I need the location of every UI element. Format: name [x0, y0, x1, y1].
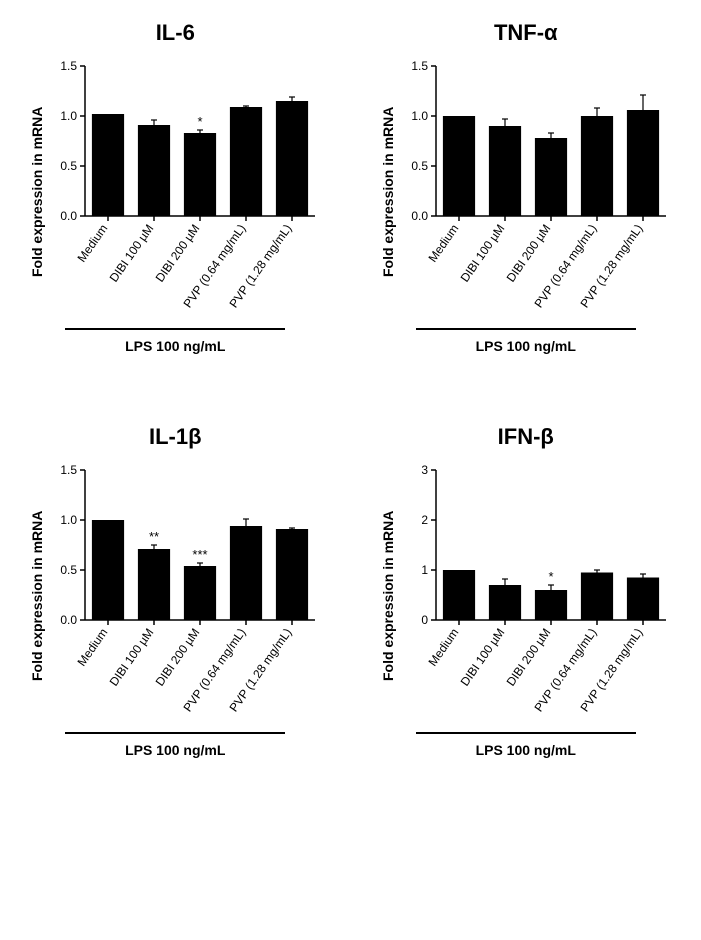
- svg-text:1: 1: [421, 563, 428, 577]
- footer-label: LPS 100 ng/mL: [125, 338, 225, 354]
- svg-text:0: 0: [421, 613, 428, 627]
- chart-area: Fold expression in mRNA 0.0 0.5 1.0 1.5 Medi…: [29, 60, 321, 324]
- y-axis-label: Fold expression in mRNA: [380, 464, 396, 728]
- svg-text:0.5: 0.5: [61, 159, 78, 173]
- chart-panel: IL-1β Fold expression in mRNA 0.0 0.5 1.0 1…: [20, 424, 331, 758]
- svg-text:3: 3: [421, 464, 428, 477]
- footer-line: [416, 732, 636, 734]
- panel-title: IFN-β: [498, 424, 554, 450]
- svg-text:DIBI 200 µM: DIBI 200 µM: [153, 222, 203, 285]
- chart-area: Fold expression in mRNA 0 1 2 3 MediumDIBI 1…: [380, 464, 672, 728]
- svg-text:0.0: 0.0: [61, 209, 78, 223]
- svg-text:1.5: 1.5: [61, 464, 78, 477]
- footer-line: [65, 328, 285, 330]
- svg-text:0.5: 0.5: [411, 159, 428, 173]
- svg-text:**: **: [149, 529, 159, 544]
- svg-text:DIBI 100 µM: DIBI 100 µM: [457, 222, 507, 285]
- chart-area: Fold expression in mRNA 0.0 0.5 1.0 1.5 Medi…: [29, 464, 321, 728]
- footer-line: [416, 328, 636, 330]
- svg-text:1.0: 1.0: [411, 109, 428, 123]
- svg-text:*: *: [548, 569, 553, 584]
- panel-title: IL-6: [156, 20, 195, 46]
- panel-title: TNF-α: [494, 20, 558, 46]
- svg-text:2: 2: [421, 513, 428, 527]
- svg-text:DIBI 100 µM: DIBI 100 µM: [107, 222, 157, 285]
- svg-text:Medium: Medium: [75, 626, 111, 669]
- svg-text:DIBI 200 µM: DIBI 200 µM: [503, 626, 553, 689]
- svg-text:0.0: 0.0: [61, 613, 78, 627]
- svg-text:1.5: 1.5: [411, 60, 428, 73]
- svg-text:*: *: [198, 114, 203, 129]
- svg-text:DIBI 200 µM: DIBI 200 µM: [153, 626, 203, 689]
- svg-text:Medium: Medium: [425, 222, 461, 265]
- footer-label: LPS 100 ng/mL: [125, 742, 225, 758]
- chart-panel: IFN-β Fold expression in mRNA 0 1 2 3 Medium…: [371, 424, 682, 758]
- svg-text:1.0: 1.0: [61, 513, 78, 527]
- svg-text:DIBI 200 µM: DIBI 200 µM: [503, 222, 553, 285]
- svg-text:Medium: Medium: [425, 626, 461, 669]
- svg-text:1.0: 1.0: [61, 109, 78, 123]
- chart-panel: TNF-α Fold expression in mRNA 0.0 0.5 1.0 1…: [371, 20, 682, 354]
- svg-text:1.5: 1.5: [61, 60, 78, 73]
- y-axis-label: Fold expression in mRNA: [380, 60, 396, 324]
- chart-panel: IL-6 Fold expression in mRNA 0.0 0.5 1.0 1.…: [20, 20, 331, 354]
- footer-label: LPS 100 ng/mL: [476, 338, 576, 354]
- footer-label: LPS 100 ng/mL: [476, 742, 576, 758]
- panel-title: IL-1β: [149, 424, 202, 450]
- svg-text:0.5: 0.5: [61, 563, 78, 577]
- footer-line: [65, 732, 285, 734]
- chart-area: Fold expression in mRNA 0.0 0.5 1.0 1.5 Medi…: [380, 60, 672, 324]
- svg-text:DIBI 100 µM: DIBI 100 µM: [107, 626, 157, 689]
- y-axis-label: Fold expression in mRNA: [29, 60, 45, 324]
- svg-text:0.0: 0.0: [411, 209, 428, 223]
- svg-text:Medium: Medium: [75, 222, 111, 265]
- svg-text:DIBI 100 µM: DIBI 100 µM: [457, 626, 507, 689]
- svg-text:***: ***: [193, 547, 208, 562]
- y-axis-label: Fold expression in mRNA: [29, 464, 45, 728]
